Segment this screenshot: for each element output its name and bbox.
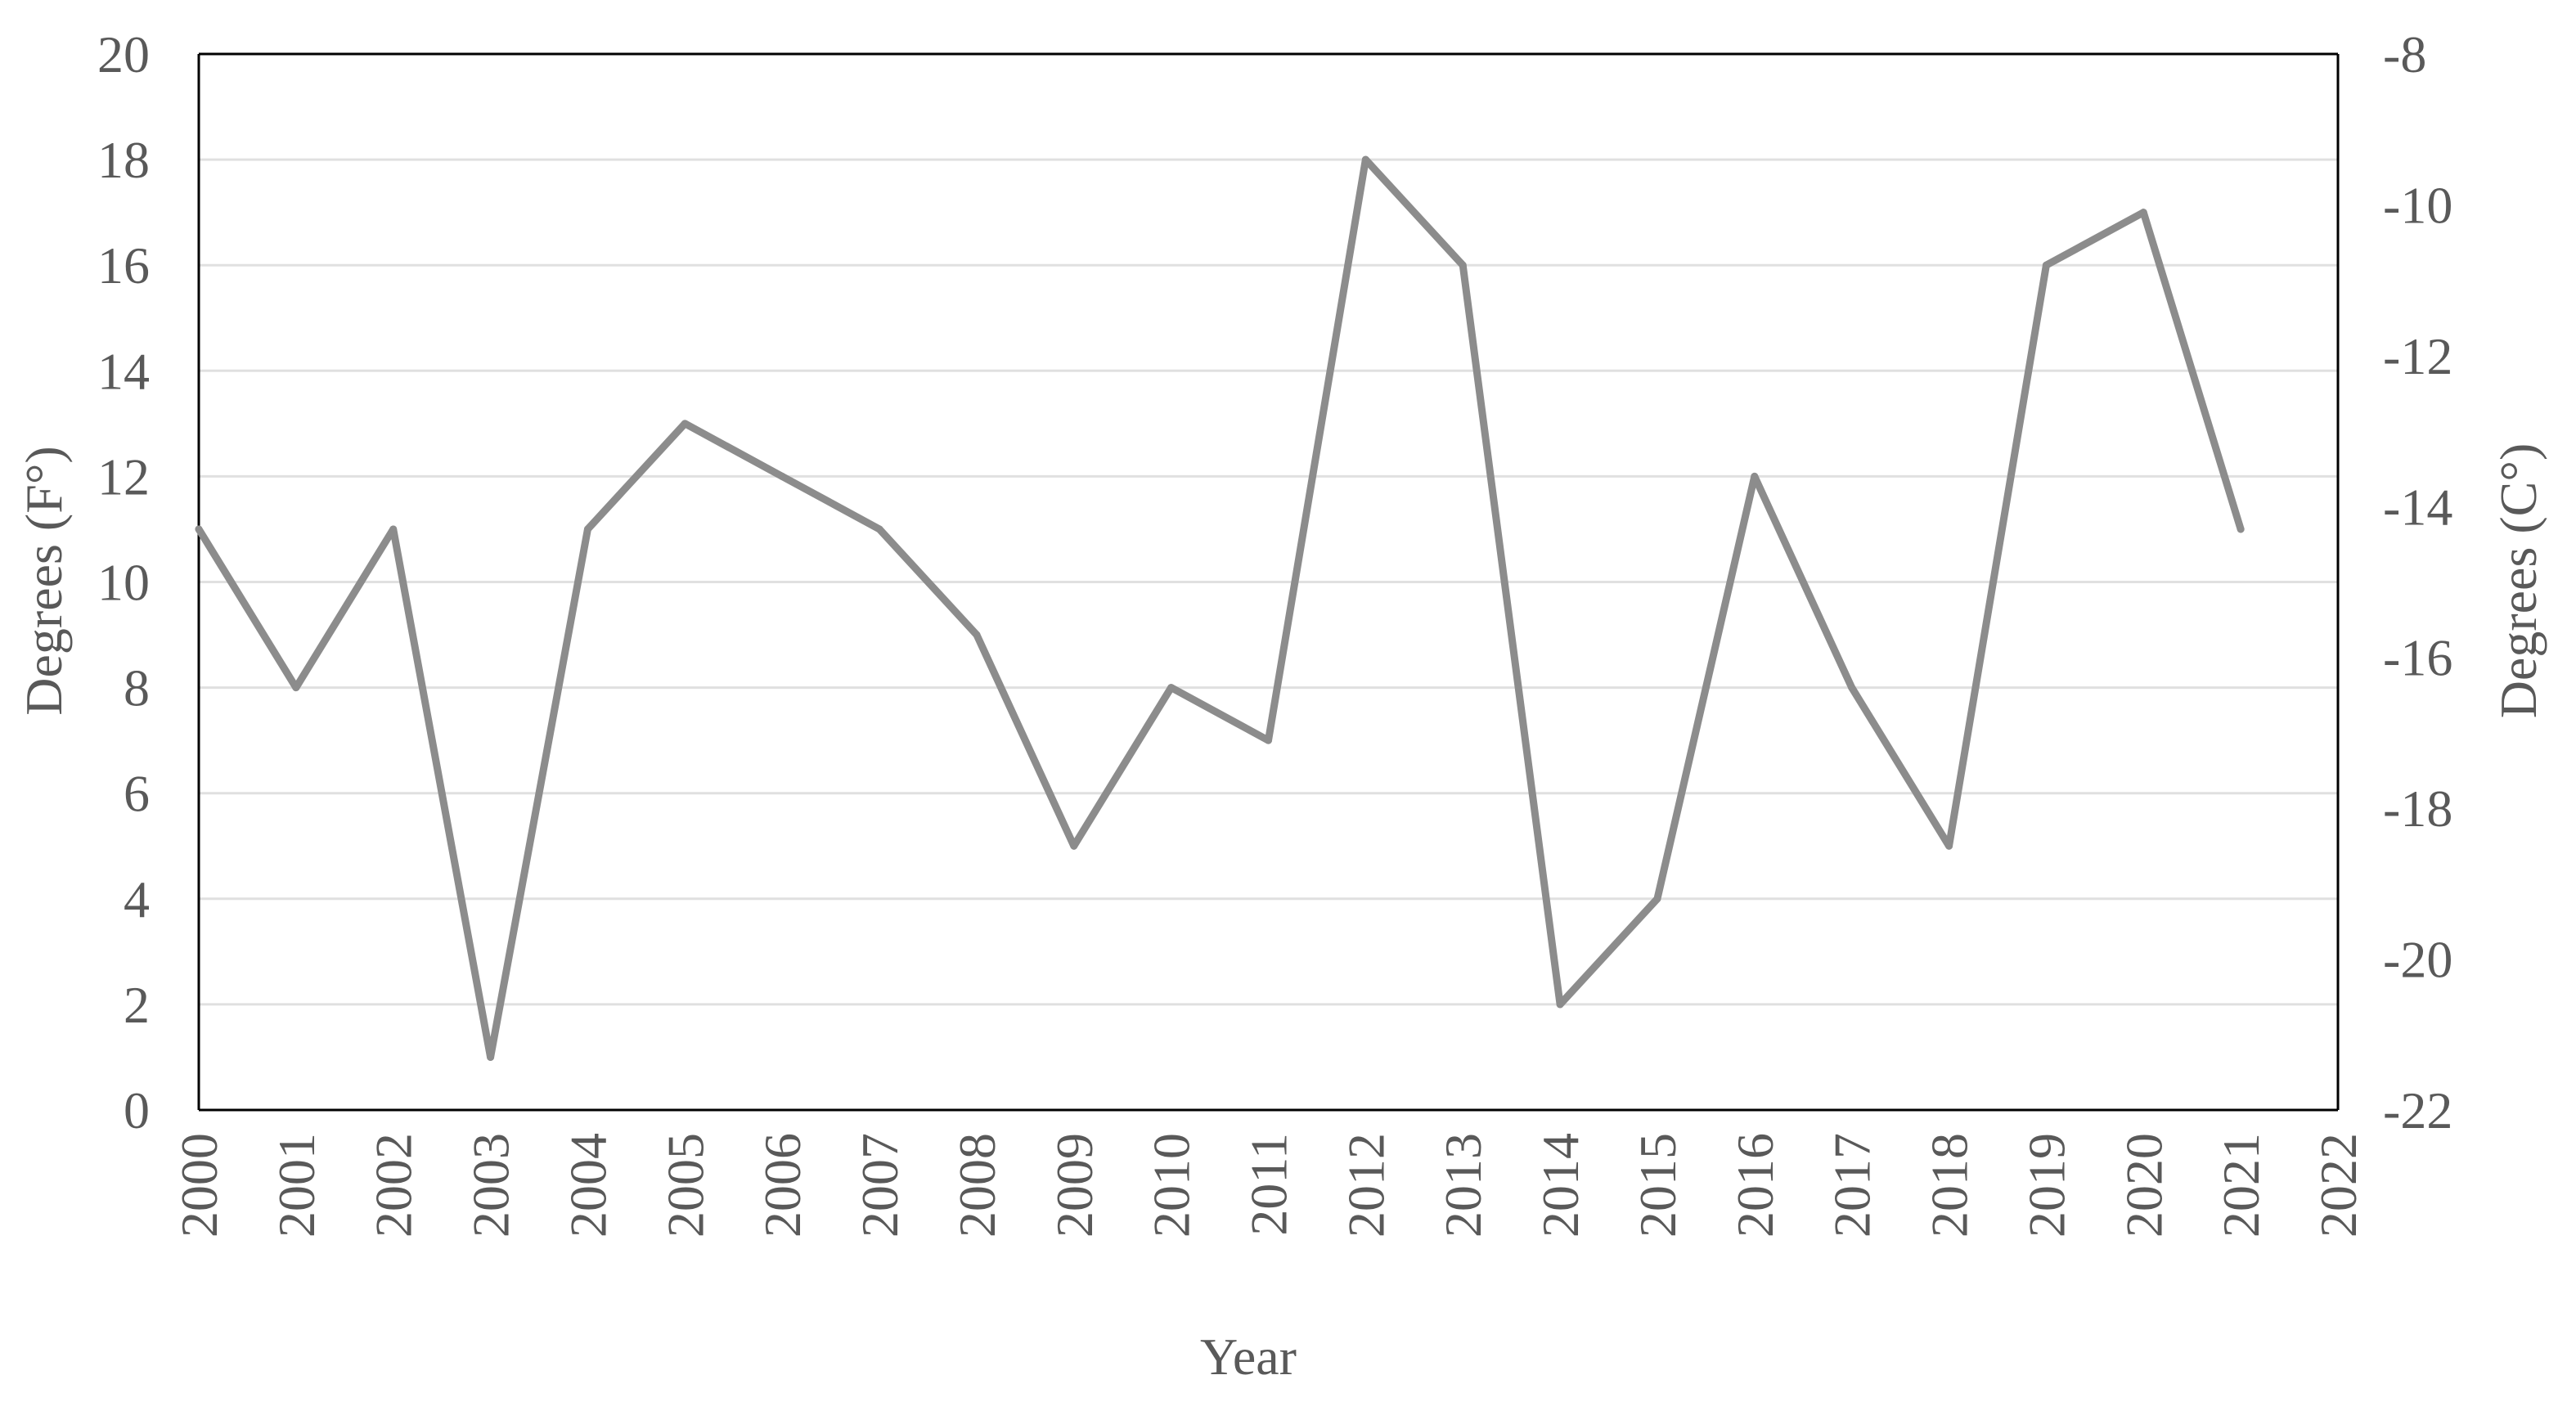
y-tick-label: 4 <box>124 870 150 928</box>
y2-tick-label: -8 <box>2383 25 2426 83</box>
x-tick-label: 2016 <box>1726 1133 1784 1238</box>
series-line <box>195 155 2245 1061</box>
x-tick-label: 2002 <box>365 1133 423 1238</box>
y2-tick-label: -10 <box>2383 176 2452 234</box>
data-point <box>195 525 203 533</box>
y-tick-label: 10 <box>97 554 150 612</box>
y-tick-label: 2 <box>124 976 150 1034</box>
data-point <box>2042 261 2050 269</box>
x-tick-label: 2014 <box>1531 1133 1589 1238</box>
y-tick-label: 6 <box>124 765 150 823</box>
gridlines <box>199 52 2338 1006</box>
axes <box>197 52 2340 1112</box>
data-point <box>1167 684 1176 692</box>
y-tick-label: 12 <box>97 447 150 506</box>
series-layer <box>195 155 2245 1061</box>
y-axis-title: Degrees (F°) <box>15 446 73 715</box>
y-axis-ticks: 0 2 4 6 8 10 12 14 16 18 20 <box>97 25 150 1139</box>
data-point <box>778 472 786 480</box>
x-tick-label: 2021 <box>2212 1133 2270 1238</box>
data-point <box>1459 261 1467 269</box>
data-point <box>389 525 398 533</box>
x-tick-label: 2020 <box>2115 1133 2173 1238</box>
data-point <box>1653 895 1661 903</box>
data-point <box>1848 684 1856 692</box>
x-tick-label: 2006 <box>753 1133 811 1238</box>
y2-tick-label: -22 <box>2383 1081 2452 1139</box>
y2-axis-ticks: -22 -20 -18 -16 -14 -12 -10 -8 <box>2383 25 2452 1139</box>
x-tick-label: 2004 <box>559 1133 617 1238</box>
x-tick-label: 2013 <box>1434 1133 1492 1238</box>
y2-tick-label: -12 <box>2383 327 2452 385</box>
x-tick-label: 2001 <box>267 1133 326 1238</box>
x-tick-label: 2003 <box>462 1133 520 1238</box>
y2-tick-label: -14 <box>2383 478 2452 536</box>
data-point <box>1265 736 1272 744</box>
x-tick-label: 2005 <box>656 1133 714 1238</box>
data-point <box>292 684 300 692</box>
data-point <box>1945 842 1953 850</box>
data-point <box>875 525 883 533</box>
x-tick-label: 2010 <box>1143 1133 1201 1238</box>
y-tick-label: 18 <box>97 131 150 189</box>
data-point <box>1070 842 1078 850</box>
y-tick-label: 14 <box>97 342 150 400</box>
data-point <box>583 525 591 533</box>
data-point <box>681 420 689 428</box>
x-tick-label: 2015 <box>1629 1133 1687 1238</box>
x-tick-label: 2012 <box>1337 1133 1395 1238</box>
x-tick-label: 2009 <box>1045 1133 1104 1238</box>
x-tick-label: 2019 <box>2017 1133 2075 1238</box>
data-point <box>1751 472 1759 480</box>
x-tick-label: 2022 <box>2309 1133 2367 1238</box>
data-point <box>2139 209 2147 217</box>
y2-axis-title: Degrees (C°) <box>2489 443 2547 719</box>
y-tick-label: 8 <box>124 659 150 717</box>
y2-tick-label: -20 <box>2383 931 2452 989</box>
x-tick-label: 2008 <box>948 1133 1006 1238</box>
data-point <box>973 631 981 639</box>
y2-tick-label: -18 <box>2383 780 2452 838</box>
data-point <box>1556 1000 1564 1009</box>
data-point <box>1361 155 1369 164</box>
x-axis-ticks: 2000 2001 2002 2003 2004 2005 2006 2007 2008 2009… <box>170 1133 2367 1238</box>
x-tick-label: 2007 <box>851 1133 909 1238</box>
x-tick-label: 2018 <box>1921 1133 1979 1238</box>
y-tick-label: 20 <box>97 25 150 83</box>
data-point <box>2237 525 2245 533</box>
data-point <box>487 1053 495 1061</box>
x-tick-label: 2000 <box>170 1133 228 1238</box>
x-tick-label: 2017 <box>1823 1133 1881 1238</box>
y-tick-label: 16 <box>97 236 150 294</box>
y2-tick-label: -16 <box>2383 629 2452 687</box>
x-tick-label: 2011 <box>1240 1133 1298 1236</box>
x-axis-title: Year <box>1200 1328 1297 1386</box>
y-tick-label: 0 <box>124 1081 150 1139</box>
